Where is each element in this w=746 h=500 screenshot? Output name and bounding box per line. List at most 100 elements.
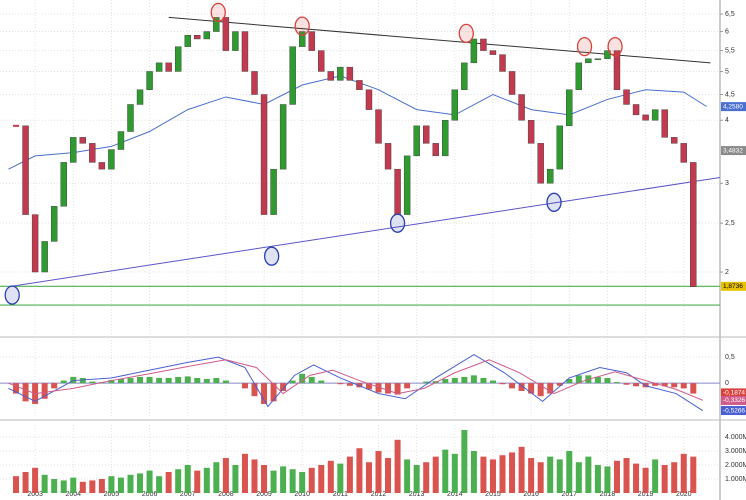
candle — [470, 38, 478, 64]
volume-bar — [442, 449, 449, 493]
macd-bar — [509, 383, 516, 389]
macd-bar — [41, 383, 48, 399]
candle — [298, 31, 306, 47]
candle — [89, 143, 96, 163]
x-tick-label: 2005 — [104, 491, 120, 498]
macd-bar — [165, 377, 172, 384]
y-tick-label: 6,5 — [725, 11, 735, 18]
macd-bar — [633, 383, 640, 387]
price-tag — [721, 406, 746, 416]
x-tick-label: 2017 — [561, 491, 577, 498]
volume-bar — [261, 465, 268, 493]
volume-bar — [241, 453, 248, 493]
volume-bar — [680, 453, 687, 493]
macd-bar — [404, 383, 411, 389]
volume-bar — [461, 430, 468, 493]
macd-bar — [461, 376, 468, 384]
price-tag-label: -0,3326 — [723, 397, 745, 404]
candle — [260, 94, 268, 215]
macd-bar — [137, 376, 144, 384]
candle — [480, 38, 487, 51]
macd-bar — [89, 381, 96, 384]
volume-bar — [280, 466, 287, 493]
volume-bar — [127, 474, 134, 493]
price-tag-label: -0,1874 — [723, 390, 745, 397]
candle — [31, 214, 39, 273]
volume-bar — [547, 456, 554, 493]
volume-bar — [585, 456, 592, 493]
candle — [556, 125, 563, 170]
volume-bar — [690, 456, 697, 493]
candle — [432, 143, 439, 157]
macd-bar — [556, 383, 563, 386]
x-tick-label: 2011 — [333, 491, 348, 498]
x-tick-label: 2014 — [447, 491, 463, 498]
candle — [108, 149, 115, 170]
candle — [356, 80, 363, 90]
volume-bar — [404, 459, 411, 493]
volume-bar — [451, 453, 458, 493]
candle — [136, 89, 144, 105]
volume-bar — [633, 463, 640, 493]
macd-bar — [547, 383, 554, 394]
candle — [127, 104, 134, 132]
macd-bar — [60, 380, 67, 384]
candle — [594, 58, 602, 60]
volume-bar — [480, 456, 487, 493]
x-tick-label: 2019 — [638, 491, 654, 498]
macd-bar — [241, 383, 248, 389]
candle — [547, 168, 554, 184]
volume-bar — [652, 459, 659, 493]
macd-bar — [261, 383, 268, 404]
macd-bar — [22, 383, 29, 402]
macd-bar — [184, 376, 191, 384]
volume-bar — [337, 463, 344, 493]
y-tick-label: 4,5 — [725, 91, 735, 98]
candle — [423, 125, 430, 144]
volume-bar — [203, 467, 210, 493]
volume-bar — [137, 473, 144, 493]
candle — [279, 104, 287, 170]
volume-bar — [623, 458, 630, 493]
volume-bar — [489, 459, 496, 493]
macd-bar — [680, 383, 687, 389]
candle — [365, 89, 373, 110]
candle — [22, 125, 29, 215]
volume-bar — [346, 456, 353, 493]
macd-bar — [203, 379, 210, 384]
candle — [489, 50, 497, 55]
macd-bar — [537, 383, 544, 397]
y-tick-label: 6 — [725, 28, 729, 35]
price-tag — [721, 388, 746, 398]
candle — [585, 58, 592, 64]
macd-bar — [623, 383, 630, 385]
volume-bar — [432, 456, 439, 493]
x-tick-label: 2013 — [409, 491, 425, 498]
macd-bar — [690, 383, 697, 394]
x-tick-label: 2003 — [27, 491, 43, 498]
macd-bar — [280, 383, 287, 391]
macd-bar — [470, 375, 477, 384]
volume-bar — [356, 448, 363, 493]
candle — [41, 241, 48, 273]
candle — [680, 143, 687, 163]
volume-bar — [117, 477, 124, 493]
macd-bar — [318, 380, 325, 384]
x-tick-label: 2006 — [142, 491, 158, 498]
volume-bar — [423, 462, 430, 493]
y-tick-label: 5 — [725, 68, 729, 75]
candle — [651, 109, 659, 121]
candle — [70, 137, 77, 163]
volume-bar — [60, 480, 67, 493]
x-tick-label: 2007 — [180, 491, 196, 498]
macd-bar — [652, 383, 659, 386]
volume-bar — [365, 462, 372, 493]
candle — [375, 109, 382, 144]
macd-bar — [51, 383, 58, 389]
volume-bar — [613, 460, 620, 493]
price-tag — [721, 281, 746, 291]
candle — [403, 155, 411, 215]
macd-bar — [528, 383, 535, 394]
candle — [165, 62, 172, 72]
price-tag-label: -0,5266 — [723, 407, 745, 414]
